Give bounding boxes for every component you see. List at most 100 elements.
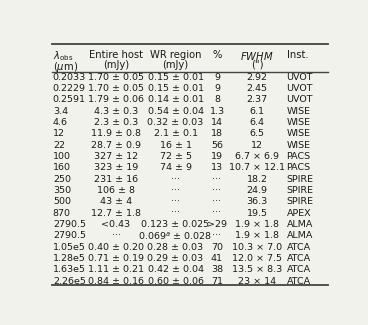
Text: 0.15 ± 0.01: 0.15 ± 0.01 bbox=[148, 73, 204, 82]
Text: 72 ± 5: 72 ± 5 bbox=[159, 152, 191, 161]
Text: WISE: WISE bbox=[287, 107, 311, 116]
Text: 1.28e5: 1.28e5 bbox=[53, 254, 86, 263]
Text: 2.26e5: 2.26e5 bbox=[53, 277, 86, 286]
Text: 6.1: 6.1 bbox=[250, 107, 265, 116]
Text: 2.45: 2.45 bbox=[247, 84, 268, 93]
Text: SPIRE: SPIRE bbox=[287, 175, 314, 184]
Text: 2.1 ± 0.1: 2.1 ± 0.1 bbox=[153, 129, 198, 138]
Text: 22: 22 bbox=[53, 141, 65, 150]
Text: 327 ± 12: 327 ± 12 bbox=[94, 152, 138, 161]
Text: 350: 350 bbox=[53, 186, 71, 195]
Text: 1.9 × 1.8: 1.9 × 1.8 bbox=[235, 220, 279, 229]
Text: 3.4: 3.4 bbox=[53, 107, 68, 116]
Text: 0.123 ± 0.025: 0.123 ± 0.025 bbox=[141, 220, 209, 229]
Text: %: % bbox=[212, 49, 222, 59]
Text: SPIRE: SPIRE bbox=[287, 186, 314, 195]
Text: 2790.5: 2790.5 bbox=[53, 231, 86, 240]
Text: 4.6: 4.6 bbox=[53, 118, 68, 127]
Text: 1.79 ± 0.06: 1.79 ± 0.06 bbox=[88, 95, 144, 104]
Text: (mJy): (mJy) bbox=[103, 59, 129, 70]
Text: ···: ··· bbox=[171, 197, 180, 206]
Text: 0.40 ± 0.20: 0.40 ± 0.20 bbox=[88, 242, 144, 252]
Text: 1.9 × 1.8: 1.9 × 1.8 bbox=[235, 231, 279, 240]
Text: 38: 38 bbox=[211, 265, 223, 274]
Text: ···: ··· bbox=[171, 186, 180, 195]
Text: ALMA: ALMA bbox=[287, 231, 313, 240]
Text: 13: 13 bbox=[211, 163, 223, 172]
Text: 12.0 × 7.5: 12.0 × 7.5 bbox=[232, 254, 282, 263]
Text: 9: 9 bbox=[214, 73, 220, 82]
Text: 0.42 ± 0.04: 0.42 ± 0.04 bbox=[148, 265, 204, 274]
Text: 2.92: 2.92 bbox=[247, 73, 268, 82]
Text: 4.3 ± 0.3: 4.3 ± 0.3 bbox=[94, 107, 138, 116]
Text: 18.2: 18.2 bbox=[247, 175, 268, 184]
Text: 0.2033: 0.2033 bbox=[53, 73, 86, 82]
Text: 1.11 ± 0.21: 1.11 ± 0.21 bbox=[88, 265, 144, 274]
Text: UVOT: UVOT bbox=[287, 73, 313, 82]
Text: 0.29 ± 0.03: 0.29 ± 0.03 bbox=[148, 254, 204, 263]
Text: 70: 70 bbox=[211, 242, 223, 252]
Text: 43 ± 4: 43 ± 4 bbox=[100, 197, 132, 206]
Text: UVOT: UVOT bbox=[287, 84, 313, 93]
Text: SPIRE: SPIRE bbox=[287, 197, 314, 206]
Text: 1.70 ± 0.05: 1.70 ± 0.05 bbox=[88, 73, 144, 82]
Text: $\it{FWHM}$: $\it{FWHM}$ bbox=[240, 49, 274, 61]
Text: 12: 12 bbox=[251, 141, 263, 150]
Text: 0.14 ± 0.01: 0.14 ± 0.01 bbox=[148, 95, 204, 104]
Text: ($\mu$m): ($\mu$m) bbox=[53, 59, 78, 73]
Text: 6.4: 6.4 bbox=[250, 118, 265, 127]
Text: 1.05e5: 1.05e5 bbox=[53, 242, 86, 252]
Text: 0.15 ± 0.01: 0.15 ± 0.01 bbox=[148, 84, 204, 93]
Text: 16 ± 1: 16 ± 1 bbox=[159, 141, 191, 150]
Text: 23 × 14: 23 × 14 bbox=[238, 277, 276, 286]
Text: 0.2591: 0.2591 bbox=[53, 95, 86, 104]
Text: 2790.5: 2790.5 bbox=[53, 220, 86, 229]
Text: 6.5: 6.5 bbox=[250, 129, 265, 138]
Text: 0.32 ± 0.03: 0.32 ± 0.03 bbox=[147, 118, 204, 127]
Text: PACS: PACS bbox=[287, 163, 311, 172]
Text: WISE: WISE bbox=[287, 118, 311, 127]
Text: ···: ··· bbox=[212, 231, 222, 240]
Text: $\lambda_{\rm obs}$: $\lambda_{\rm obs}$ bbox=[53, 49, 73, 63]
Text: Entire host: Entire host bbox=[89, 49, 143, 59]
Text: ···: ··· bbox=[171, 209, 180, 218]
Text: 19: 19 bbox=[211, 152, 223, 161]
Text: 0.54 ± 0.04: 0.54 ± 0.04 bbox=[148, 107, 204, 116]
Text: 2.37: 2.37 bbox=[247, 95, 268, 104]
Text: 74 ± 9: 74 ± 9 bbox=[159, 163, 191, 172]
Text: 1.3: 1.3 bbox=[209, 107, 224, 116]
Text: ATCA: ATCA bbox=[287, 265, 311, 274]
Text: 41: 41 bbox=[211, 254, 223, 263]
Text: WISE: WISE bbox=[287, 141, 311, 150]
Text: 36.3: 36.3 bbox=[247, 197, 268, 206]
Text: APEX: APEX bbox=[287, 209, 311, 218]
Text: 8: 8 bbox=[214, 95, 220, 104]
Text: ATCA: ATCA bbox=[287, 254, 311, 263]
Text: (mJy): (mJy) bbox=[162, 59, 188, 70]
Text: 12.7 ± 1.8: 12.7 ± 1.8 bbox=[91, 209, 141, 218]
Text: 0.60 ± 0.06: 0.60 ± 0.06 bbox=[148, 277, 204, 286]
Text: 0.71 ± 0.19: 0.71 ± 0.19 bbox=[88, 254, 144, 263]
Text: ···: ··· bbox=[212, 175, 222, 184]
Text: 2.3 ± 0.3: 2.3 ± 0.3 bbox=[94, 118, 138, 127]
Text: 18: 18 bbox=[211, 129, 223, 138]
Text: >29: >29 bbox=[207, 220, 227, 229]
Text: 100: 100 bbox=[53, 152, 71, 161]
Text: 14: 14 bbox=[211, 118, 223, 127]
Text: 12: 12 bbox=[53, 129, 65, 138]
Text: 24.9: 24.9 bbox=[247, 186, 268, 195]
Text: 10.7 × 12.1: 10.7 × 12.1 bbox=[229, 163, 285, 172]
Text: 13.5 × 8.3: 13.5 × 8.3 bbox=[232, 265, 282, 274]
Text: Inst.: Inst. bbox=[287, 49, 308, 59]
Text: ···: ··· bbox=[112, 231, 121, 240]
Text: 11.9 ± 0.8: 11.9 ± 0.8 bbox=[91, 129, 141, 138]
Text: 10.3 × 7.0: 10.3 × 7.0 bbox=[232, 242, 282, 252]
Text: 160: 160 bbox=[53, 163, 71, 172]
Text: 0.2229: 0.2229 bbox=[53, 84, 86, 93]
Text: 1.63e5: 1.63e5 bbox=[53, 265, 86, 274]
Text: 0.069$^a$ ± 0.028: 0.069$^a$ ± 0.028 bbox=[138, 230, 213, 242]
Text: ("): (") bbox=[251, 59, 263, 70]
Text: <0.43: <0.43 bbox=[102, 220, 131, 229]
Text: 323 ± 19: 323 ± 19 bbox=[94, 163, 138, 172]
Text: ATCA: ATCA bbox=[287, 242, 311, 252]
